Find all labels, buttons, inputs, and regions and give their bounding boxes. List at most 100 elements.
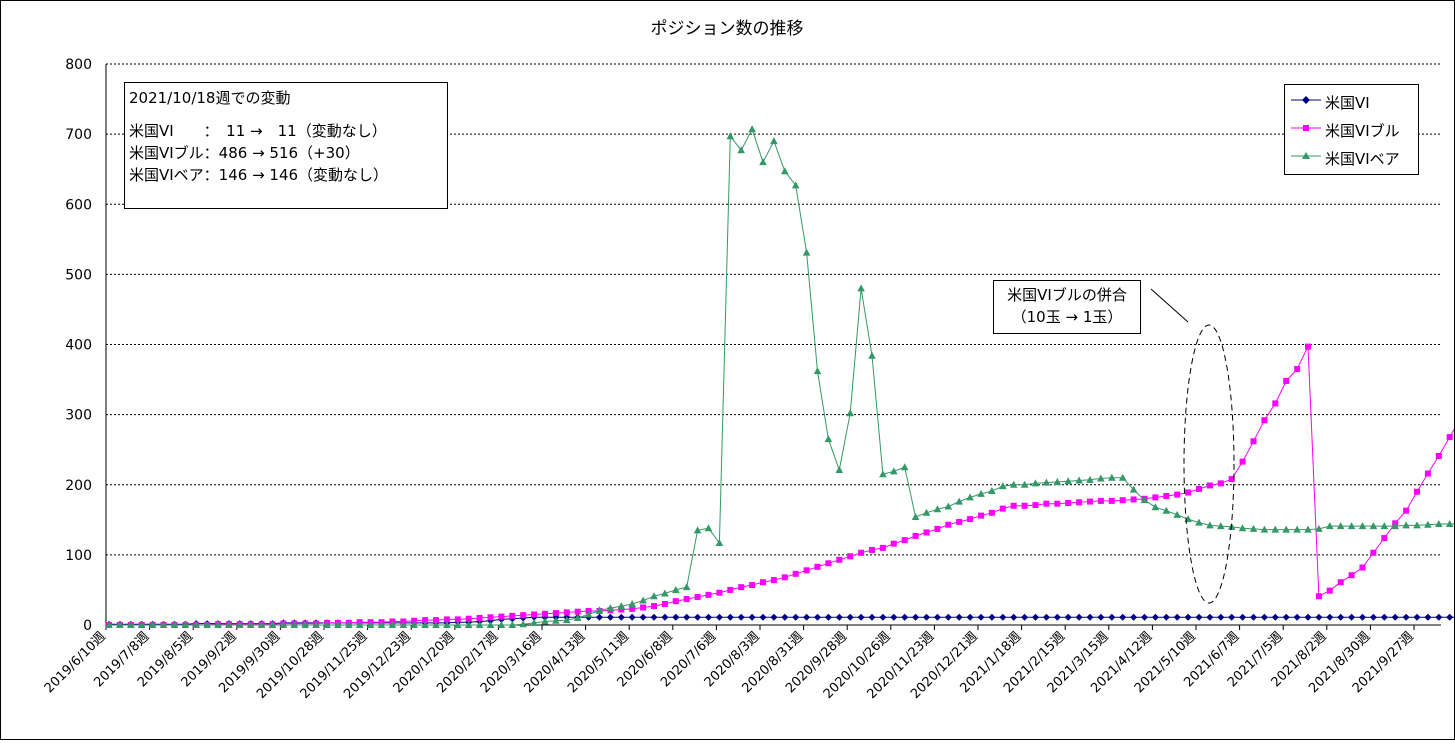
data-point	[628, 613, 636, 621]
data-point	[301, 621, 309, 628]
data-point	[945, 521, 952, 528]
data-point	[988, 613, 996, 621]
data-point	[1053, 477, 1062, 485]
data-point	[323, 621, 331, 628]
data-point	[1130, 613, 1138, 621]
data-point	[1282, 525, 1290, 533]
data-point	[563, 609, 570, 616]
data-point	[1196, 485, 1202, 492]
data-point	[846, 409, 854, 417]
chart-title: ポジション数の推移	[651, 19, 804, 39]
data-point	[803, 613, 811, 621]
data-point	[748, 613, 756, 621]
data-point	[127, 621, 135, 628]
data-point	[422, 617, 429, 624]
data-point	[715, 538, 724, 546]
series-vi-bear	[105, 125, 1455, 628]
data-point	[869, 546, 875, 553]
data-point	[824, 435, 833, 443]
data-point	[606, 613, 614, 621]
data-point	[726, 132, 735, 140]
data-point	[1086, 475, 1094, 483]
data-point	[552, 610, 559, 617]
data-point	[738, 584, 745, 591]
data-point	[1119, 497, 1126, 504]
data-point	[1075, 476, 1083, 484]
data-point	[257, 621, 266, 628]
data-point	[1250, 613, 1257, 621]
data-point	[421, 621, 429, 628]
data-point	[1260, 525, 1269, 533]
data-point	[1239, 458, 1246, 465]
data-point	[1424, 613, 1432, 621]
data-point	[749, 582, 756, 589]
consolidation-note-line1: 米国VIブルの併合	[1007, 286, 1127, 304]
data-point	[1162, 613, 1170, 621]
data-point	[1065, 499, 1072, 506]
data-point	[1337, 613, 1345, 621]
data-point	[846, 613, 854, 621]
data-point	[1151, 503, 1160, 511]
data-point	[824, 613, 832, 621]
data-point	[1446, 434, 1453, 441]
data-point	[1184, 515, 1192, 523]
data-point	[563, 616, 571, 624]
data-point	[411, 617, 418, 624]
data-point	[901, 613, 909, 621]
data-point	[1304, 525, 1312, 533]
data-point	[1304, 613, 1312, 621]
data-point	[1031, 479, 1040, 487]
data-point	[672, 585, 680, 593]
data-point	[1239, 613, 1247, 621]
data-point	[1272, 400, 1279, 407]
data-point	[1435, 452, 1442, 459]
data-point	[170, 621, 179, 628]
data-point	[923, 529, 930, 536]
y-tick-label: 200	[65, 478, 92, 494]
data-point	[345, 621, 353, 628]
data-point	[1010, 613, 1018, 621]
data-point	[770, 577, 777, 584]
data-point	[1414, 488, 1420, 495]
data-point	[836, 556, 843, 563]
data-point	[1249, 524, 1258, 532]
data-point	[933, 613, 941, 621]
data-point	[651, 603, 657, 610]
data-point	[584, 610, 593, 618]
data-point	[922, 508, 931, 516]
y-tick-label: 700	[65, 127, 92, 143]
data-point	[1053, 613, 1061, 621]
data-point	[1260, 613, 1268, 621]
y-tick-label: 600	[65, 197, 92, 213]
data-point	[967, 516, 974, 523]
data-point	[803, 567, 810, 574]
data-point	[1238, 524, 1247, 532]
data-point	[650, 592, 658, 600]
data-point	[802, 248, 811, 256]
data-point	[1009, 480, 1018, 488]
data-point	[1369, 613, 1377, 621]
data-point	[900, 463, 909, 471]
data-point	[1315, 524, 1323, 532]
data-point	[1075, 613, 1083, 621]
data-point	[988, 487, 996, 495]
data-point	[858, 549, 865, 556]
data-point	[1118, 473, 1127, 481]
data-point	[530, 618, 538, 626]
data-point	[1206, 521, 1214, 529]
data-point	[1446, 613, 1454, 621]
data-point	[956, 518, 963, 525]
data-point	[704, 524, 713, 532]
data-point	[531, 611, 538, 618]
data-point	[508, 621, 517, 628]
data-point	[1140, 496, 1149, 504]
data-point	[1359, 613, 1366, 621]
legend-item-vi-bear: 米国VIベア	[1285, 146, 1420, 168]
data-point	[1381, 535, 1388, 542]
data-point	[541, 617, 549, 625]
data-point	[683, 613, 691, 621]
data-point	[181, 621, 190, 628]
data-point	[1021, 502, 1028, 509]
legend-label-vi: 米国VI	[1325, 94, 1370, 112]
